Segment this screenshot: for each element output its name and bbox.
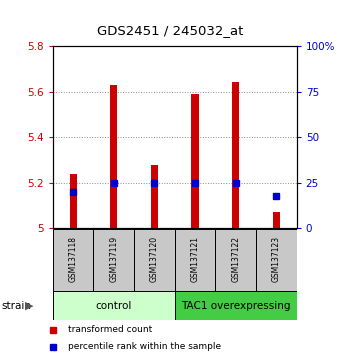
Text: GSM137119: GSM137119 [109, 236, 118, 282]
Text: TAC1 overexpressing: TAC1 overexpressing [181, 301, 291, 311]
Bar [110, 85, 117, 228]
Text: GSM137123: GSM137123 [272, 236, 281, 282]
Text: percentile rank within the sample: percentile rank within the sample [68, 342, 221, 351]
Bar [175, 229, 216, 292]
Bar [134, 229, 175, 292]
Text: GSM137122: GSM137122 [231, 236, 240, 282]
Bar [256, 229, 297, 292]
Text: control: control [95, 301, 132, 311]
Text: transformed count: transformed count [68, 325, 152, 334]
Text: ▶: ▶ [26, 301, 34, 311]
Bar [70, 173, 77, 228]
Bar [53, 229, 93, 292]
Bar [151, 165, 158, 228]
Bar [232, 82, 239, 228]
Bar [191, 94, 199, 228]
Text: GSM137120: GSM137120 [150, 236, 159, 282]
Text: GDS2451 / 245032_at: GDS2451 / 245032_at [97, 24, 244, 37]
Text: strain: strain [2, 301, 32, 311]
Bar [93, 229, 134, 292]
Bar [273, 212, 280, 228]
Bar [53, 291, 175, 320]
Bar [175, 291, 297, 320]
Text: GSM137118: GSM137118 [69, 236, 78, 282]
Bar [216, 229, 256, 292]
Text: GSM137121: GSM137121 [191, 236, 199, 282]
